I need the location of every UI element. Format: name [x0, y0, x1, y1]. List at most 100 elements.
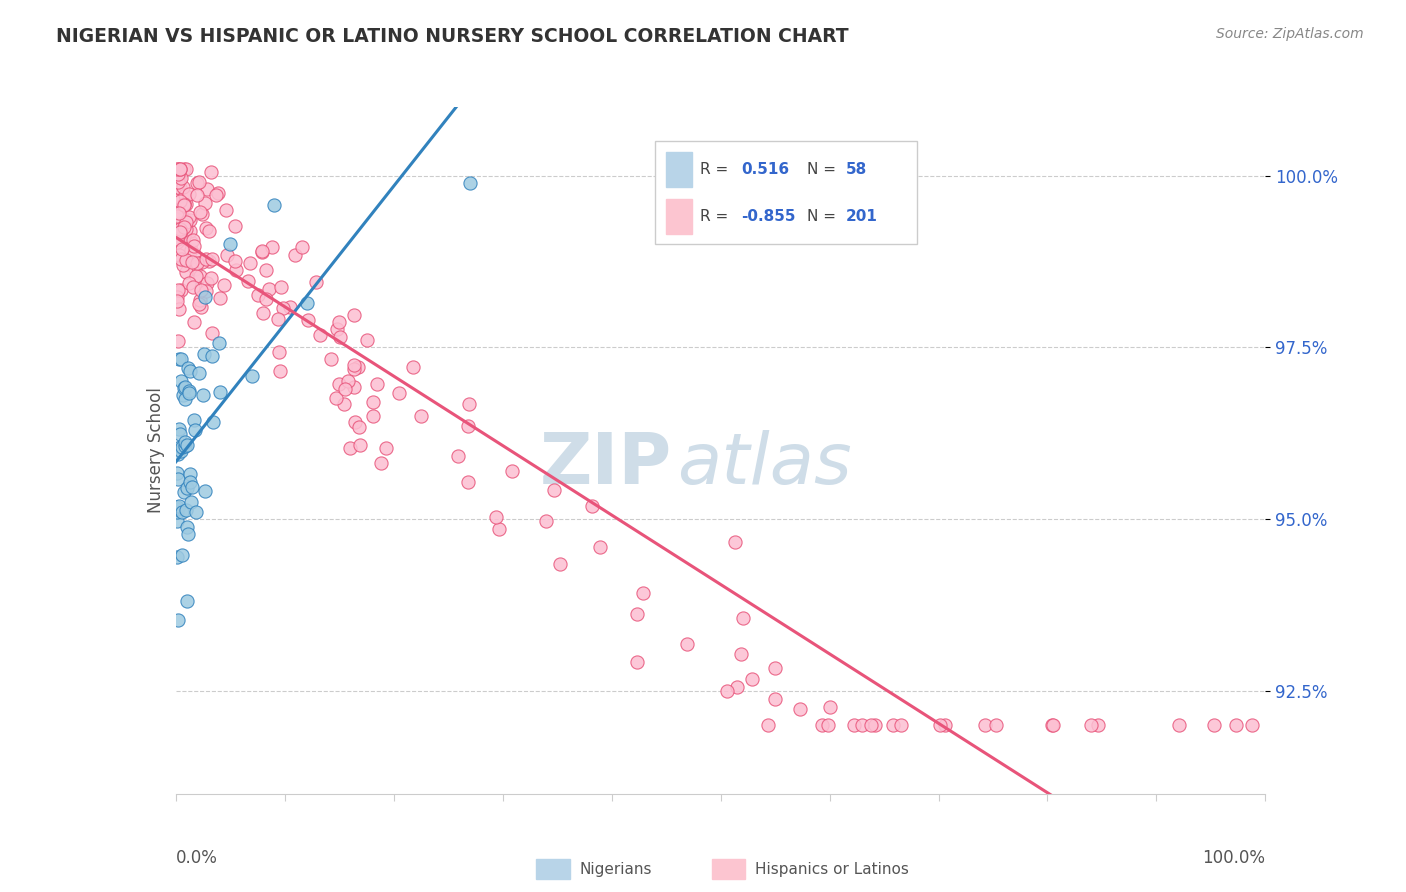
Text: N =: N =	[807, 161, 837, 177]
Point	[176, 438, 198, 452]
Point	[207, 186, 229, 200]
Point	[201, 415, 224, 429]
Point	[167, 352, 190, 367]
Point	[457, 475, 479, 489]
Text: ZIP: ZIP	[540, 430, 672, 499]
Point	[343, 361, 366, 376]
Point	[167, 169, 190, 184]
Point	[1087, 718, 1109, 732]
Bar	[665, 152, 692, 186]
Point	[174, 161, 197, 176]
Point	[295, 296, 318, 310]
Point	[1080, 718, 1102, 732]
Point	[247, 288, 270, 302]
Point	[863, 718, 886, 732]
Point	[169, 226, 191, 240]
Point	[173, 196, 195, 211]
Point	[180, 254, 202, 268]
Point	[170, 242, 193, 256]
Point	[169, 194, 191, 209]
Point	[190, 284, 212, 298]
Point	[328, 377, 350, 392]
Point	[730, 647, 752, 661]
Point	[183, 413, 205, 427]
Text: -0.855: -0.855	[741, 209, 796, 224]
Point	[741, 672, 763, 686]
Point	[190, 300, 212, 314]
Point	[200, 165, 222, 179]
Point	[173, 485, 195, 500]
Point	[409, 409, 432, 423]
Point	[890, 718, 912, 732]
Point	[485, 510, 508, 524]
Point	[458, 176, 481, 190]
Point	[733, 610, 755, 624]
Text: 201: 201	[846, 209, 877, 224]
Point	[166, 466, 188, 480]
Point	[166, 549, 188, 564]
Bar	[711, 859, 745, 879]
Point	[263, 198, 285, 212]
Point	[328, 316, 350, 330]
Point	[1240, 718, 1263, 732]
Point	[169, 440, 191, 454]
Point	[166, 209, 188, 223]
Point	[347, 419, 370, 434]
Point	[172, 388, 194, 402]
Point	[676, 637, 699, 651]
Point	[179, 277, 201, 291]
Point	[170, 217, 193, 231]
Point	[375, 442, 398, 456]
Point	[254, 293, 277, 307]
Point	[305, 275, 328, 289]
Point	[337, 374, 360, 388]
Point	[349, 438, 371, 452]
Point	[447, 449, 470, 463]
Point	[166, 179, 188, 194]
Point	[851, 718, 873, 732]
Point	[250, 244, 273, 258]
Point	[536, 515, 558, 529]
Point	[543, 483, 565, 497]
Point	[179, 213, 201, 227]
Point	[201, 326, 224, 340]
Point	[183, 246, 205, 260]
Point	[631, 586, 654, 600]
Point	[195, 285, 218, 299]
Point	[190, 207, 212, 221]
Point	[347, 359, 370, 374]
Text: Source: ZipAtlas.com: Source: ZipAtlas.com	[1216, 27, 1364, 41]
Point	[169, 225, 191, 239]
Point	[934, 718, 956, 732]
Point	[170, 223, 193, 237]
Point	[176, 594, 198, 608]
Point	[183, 239, 205, 253]
Point	[344, 415, 367, 429]
Point	[186, 176, 208, 190]
Point	[173, 229, 195, 244]
Point	[188, 297, 211, 311]
Point	[166, 293, 188, 308]
Point	[240, 369, 263, 384]
Point	[974, 718, 997, 732]
Point	[269, 363, 291, 377]
Point	[179, 467, 201, 482]
Point	[588, 540, 610, 554]
Point	[1202, 718, 1225, 732]
Point	[173, 381, 195, 395]
Point	[271, 301, 294, 315]
Point	[267, 311, 290, 326]
Text: 58: 58	[846, 161, 868, 177]
Point	[219, 237, 242, 252]
Bar	[536, 859, 569, 879]
Point	[811, 718, 834, 732]
Text: R =: R =	[700, 209, 728, 224]
Point	[166, 189, 188, 203]
Point	[179, 475, 201, 489]
Point	[166, 161, 188, 176]
Point	[166, 472, 188, 486]
Point	[167, 227, 190, 242]
Point	[186, 188, 208, 202]
Point	[297, 313, 319, 327]
Point	[716, 684, 738, 698]
